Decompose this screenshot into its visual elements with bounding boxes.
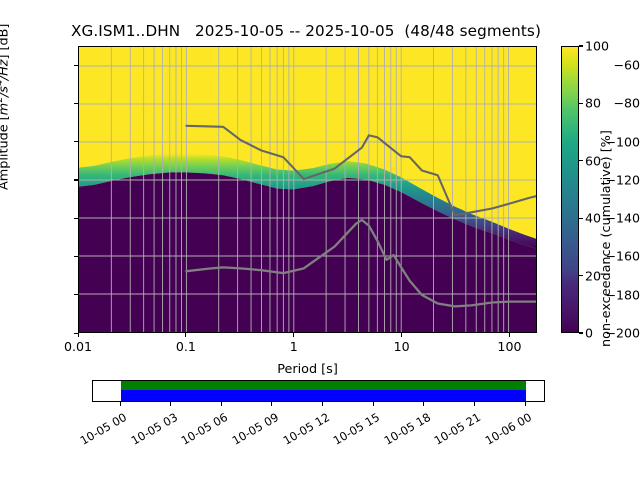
- timeline-tick-mark: [524, 402, 526, 406]
- x-tick-label: 1: [289, 339, 298, 354]
- y-tick-label: −200: [605, 325, 640, 341]
- y-tick-label: −120: [605, 172, 640, 188]
- x-axis-label: Period [s]: [277, 362, 338, 377]
- timeline-tick-mark: [473, 402, 475, 406]
- timeline-tick-label: 10-06 00: [482, 410, 534, 448]
- timeline-tick-label: 10-05 06: [178, 410, 231, 448]
- x-tick-mark: [508, 333, 511, 337]
- colorbar-tick-mark: [579, 160, 583, 162]
- x-tick-mark: [401, 333, 403, 337]
- y-tick-mark: [74, 217, 78, 219]
- x-tick-label: 0.01: [63, 339, 93, 354]
- y-tick-label: −160: [605, 248, 640, 264]
- y-tick-label: −60: [613, 57, 640, 73]
- colorbar-tick-label: 60: [585, 153, 602, 169]
- x-tick-mark: [293, 333, 295, 337]
- y-tick-mark: [74, 332, 78, 334]
- timeline-tick-label: 10-05 09: [229, 410, 281, 448]
- colorbar-tick-label: 20: [585, 268, 602, 284]
- y-tick-mark: [74, 255, 78, 258]
- y-tick-label: −80: [613, 95, 640, 111]
- timeline-plot-area: [92, 380, 545, 402]
- page-title: XG.ISM1..DHN 2025-10-05 -- 2025-10-05 (4…: [71, 22, 541, 40]
- colorbar-tick-mark: [579, 102, 583, 104]
- x-tick-mark: [185, 333, 187, 337]
- ppsd-heatmap-image: [79, 47, 536, 332]
- timeline-tick-mark: [170, 402, 172, 406]
- timeline-tick-label: 10-05 21: [432, 410, 484, 448]
- x-tick-label: 100: [497, 339, 522, 354]
- y-tick-mark: [74, 102, 78, 104]
- y-tick-mark: [74, 294, 78, 296]
- colorbar-tick-label: 80: [585, 95, 602, 111]
- timeline-tick-mark: [372, 402, 374, 406]
- timeline-tick-mark: [423, 402, 425, 406]
- timeline-tick-label: 10-05 03: [128, 410, 180, 448]
- y-axis-label: Amplitude [m2/s4/Hz] [dB]: [0, 23, 12, 190]
- y-tick-mark: [74, 64, 78, 66]
- colorbar-tick-label: 40: [585, 210, 602, 226]
- colorbar-tick-mark: [579, 275, 583, 277]
- colorbar-label: non-exceedance (cumulative) [%]: [599, 130, 614, 347]
- y-tick-label: −180: [605, 287, 640, 303]
- timeline-tick-mark: [322, 402, 324, 406]
- colorbar-tick-label: 0: [585, 325, 594, 341]
- y-tick-mark: [74, 179, 78, 181]
- colorbar-tick-mark: [579, 217, 583, 219]
- timeline-tick-label: 10-05 12: [280, 410, 332, 448]
- timeline-tick-mark: [271, 402, 273, 406]
- timeline-tick-label: 10-05 00: [77, 410, 129, 448]
- psd-segments-bar: [121, 390, 526, 401]
- data-availability-bar: [121, 381, 526, 390]
- timeline-tick-mark: [119, 402, 121, 406]
- colorbar-tick-label: 100: [585, 38, 610, 54]
- x-tick-label: 0.1: [175, 339, 196, 354]
- x-tick-label: 10: [393, 339, 410, 354]
- y-tick-mark: [74, 141, 78, 143]
- colorbar-tick-mark: [579, 332, 583, 334]
- x-tick-mark: [77, 333, 79, 337]
- colorbar-tick-mark: [579, 45, 583, 47]
- ppsd-plot-area: [78, 46, 537, 333]
- timeline-tick-label: 10-05 15: [330, 410, 383, 448]
- timeline-tick-label: 10-05 18: [381, 410, 433, 448]
- y-tick-label: −100: [605, 134, 640, 150]
- timeline-tick-mark: [220, 402, 222, 406]
- colorbar: [561, 46, 579, 333]
- y-tick-label: −140: [605, 210, 640, 226]
